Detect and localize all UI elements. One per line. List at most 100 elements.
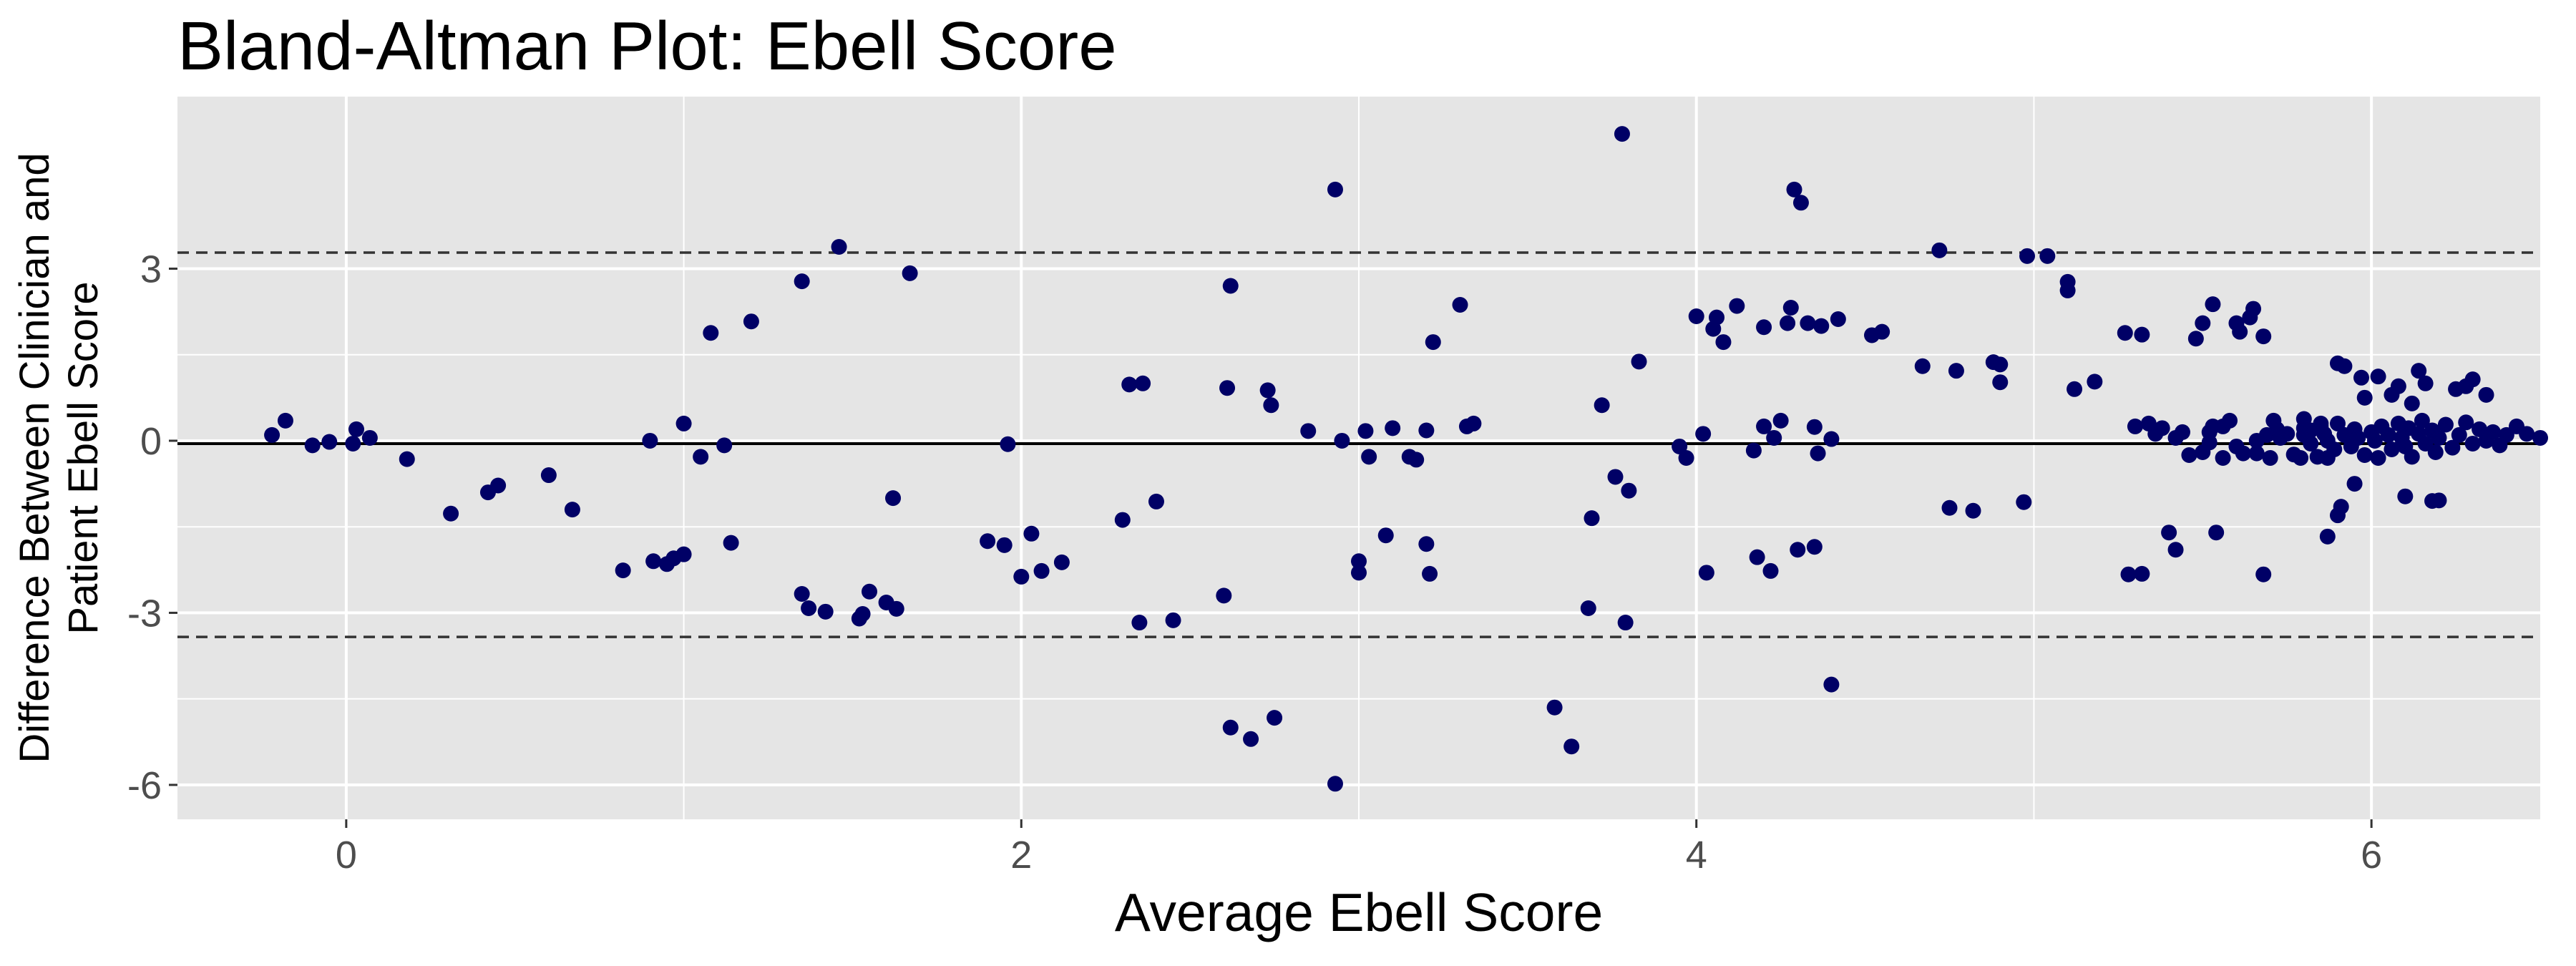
data-point xyxy=(490,477,507,494)
data-point xyxy=(1053,554,1070,570)
data-point xyxy=(2279,426,2296,442)
data-point xyxy=(1408,452,1425,468)
data-point xyxy=(1790,542,1806,558)
x-tick-label: 0 xyxy=(336,834,357,877)
data-point xyxy=(2411,363,2427,379)
data-point xyxy=(1823,676,1840,693)
data-point xyxy=(743,313,759,330)
data-point xyxy=(1715,334,1732,351)
data-point xyxy=(1418,536,1435,552)
data-point xyxy=(2464,371,2481,388)
data-point xyxy=(2059,282,2076,298)
data-point xyxy=(996,537,1013,553)
data-point xyxy=(1361,449,1377,465)
data-point xyxy=(1931,242,1948,258)
data-point xyxy=(2205,296,2221,313)
data-point xyxy=(1013,568,1030,585)
data-point xyxy=(2187,331,2204,347)
data-point xyxy=(1688,308,1704,325)
data-point xyxy=(1766,429,1782,446)
data-point xyxy=(1300,423,1317,439)
data-point xyxy=(1992,374,2009,391)
data-point xyxy=(888,600,904,617)
data-point xyxy=(2293,450,2309,466)
data-point xyxy=(2167,542,2184,558)
y-axis-label-line-1: Difference Between Clinician and xyxy=(11,152,58,763)
data-point xyxy=(2255,328,2272,345)
data-point xyxy=(1452,296,1468,313)
data-point xyxy=(1584,510,1600,527)
data-point xyxy=(2222,412,2238,429)
data-point xyxy=(1334,432,1350,449)
data-point xyxy=(2444,439,2461,456)
data-point xyxy=(1762,562,1779,579)
data-point xyxy=(675,546,692,562)
data-point xyxy=(1813,318,1830,334)
data-point xyxy=(1800,315,1816,331)
data-point xyxy=(2397,488,2414,504)
data-point xyxy=(2319,528,2336,545)
data-point xyxy=(1033,562,1050,579)
data-point xyxy=(345,435,361,452)
data-point xyxy=(399,451,415,467)
data-point xyxy=(2087,374,2103,390)
data-point xyxy=(831,239,847,255)
data-point xyxy=(2390,378,2406,394)
data-point xyxy=(1216,587,1232,604)
data-point xyxy=(2248,445,2265,462)
data-point xyxy=(2366,432,2383,449)
data-point xyxy=(348,421,365,437)
y-tick-label: -3 xyxy=(127,592,162,635)
data-point xyxy=(2353,369,2369,386)
data-point xyxy=(2380,426,2396,443)
data-point xyxy=(2262,450,2278,466)
data-point xyxy=(1914,358,1931,374)
grid-lines xyxy=(177,97,2540,819)
data-point xyxy=(2016,494,2032,510)
data-point xyxy=(2235,445,2251,462)
data-point xyxy=(2039,248,2056,264)
data-point xyxy=(1621,482,1637,499)
chart-title: Bland-Altman Plot: Ebell Score xyxy=(177,8,1117,84)
data-point xyxy=(1222,278,1239,294)
data-point xyxy=(1756,319,1772,336)
data-point xyxy=(1745,442,1762,459)
data-point xyxy=(1941,499,1958,516)
data-point xyxy=(1263,397,1279,414)
data-point xyxy=(2404,449,2420,465)
data-point xyxy=(2181,447,2197,463)
data-point xyxy=(1148,493,1164,509)
data-point xyxy=(2174,424,2190,440)
x-tick-label: 2 xyxy=(1010,834,1032,877)
data-point xyxy=(862,583,878,600)
data-point xyxy=(2232,323,2248,340)
data-point xyxy=(1425,334,1441,351)
data-point xyxy=(1563,738,1580,755)
data-point xyxy=(1259,382,1276,399)
data-point xyxy=(1351,565,1367,581)
data-point xyxy=(1327,776,1343,792)
data-point xyxy=(645,553,662,570)
data-point xyxy=(1698,565,1714,581)
data-point xyxy=(703,325,719,341)
data-point xyxy=(2161,525,2177,541)
data-point xyxy=(2329,415,2346,431)
data-point xyxy=(1131,615,1148,631)
data-point xyxy=(716,437,733,454)
data-point xyxy=(2067,381,2083,397)
data-point xyxy=(1580,600,1596,617)
data-point xyxy=(1729,298,1745,314)
data-point xyxy=(2303,435,2319,452)
data-point xyxy=(2245,301,2262,317)
data-point xyxy=(2427,444,2444,460)
data-point xyxy=(817,603,834,620)
data-point xyxy=(304,437,321,454)
data-point xyxy=(2296,411,2312,427)
data-point xyxy=(1377,527,1394,544)
y-tick-label: 3 xyxy=(140,248,162,291)
x-tick-label: 4 xyxy=(1686,834,1707,877)
data-point xyxy=(1219,380,1236,396)
data-point xyxy=(642,432,658,449)
data-point xyxy=(1631,353,1647,370)
